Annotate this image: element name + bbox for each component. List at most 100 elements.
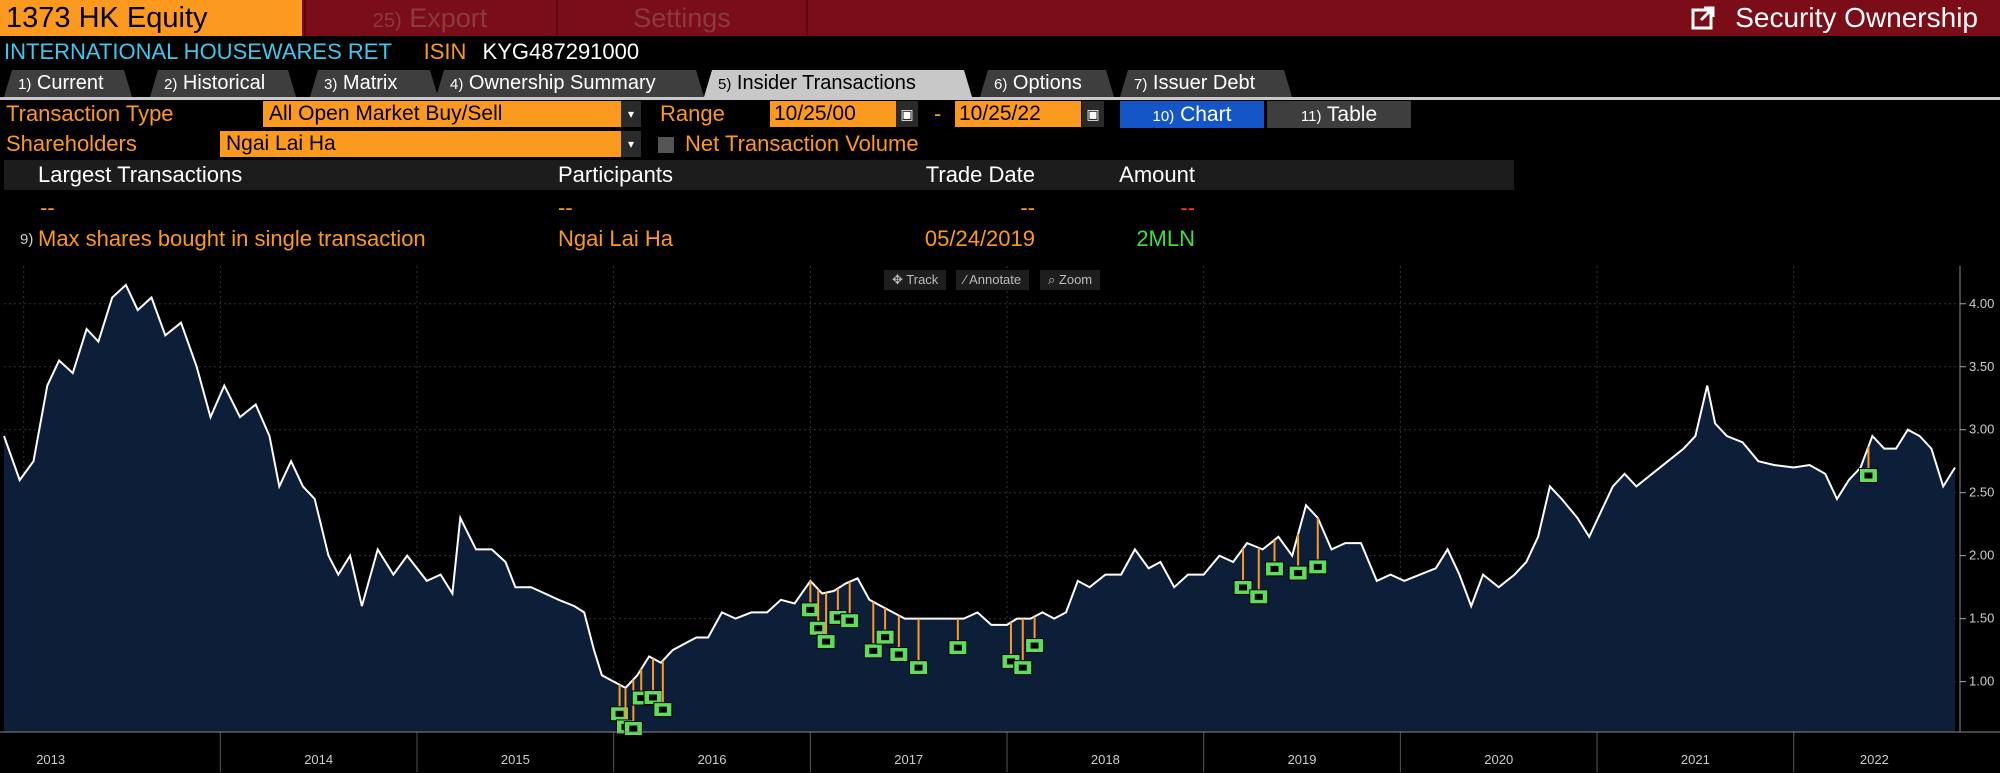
- buy-marker-glyph: [806, 606, 815, 613]
- x-tick-label: 2021: [1681, 752, 1710, 767]
- tab-underline: [0, 97, 2000, 100]
- isin-value: KYG487291000: [482, 39, 640, 64]
- tab-issuer-debt[interactable]: 7) Issuer Debt: [1120, 70, 1292, 97]
- y-tick-label: 2.00: [1969, 548, 1994, 563]
- buy-marker-glyph: [953, 644, 962, 651]
- y-tick-label: 3.00: [1969, 422, 1994, 437]
- buy-marker-glyph: [629, 725, 638, 732]
- isin-label: ISIN: [423, 39, 467, 64]
- table-cell-date: 05/24/2019: [924, 226, 1035, 251]
- table-cell-participant: Ngai Lai Ha: [558, 226, 673, 251]
- export-menu-label: Export: [409, 3, 488, 33]
- shareholders-label: Shareholders: [6, 131, 137, 156]
- range-start-input[interactable]: 10/25/00: [770, 101, 896, 127]
- buy-marker-glyph: [1030, 642, 1039, 649]
- buy-marker-glyph: [1313, 563, 1322, 570]
- transaction-type-dropdown[interactable]: All Open Market Buy/Sell ▾: [263, 101, 641, 127]
- tab-current[interactable]: 1) Current: [4, 70, 132, 97]
- buy-marker-glyph: [1006, 658, 1015, 665]
- external-link-icon[interactable]: [1691, 6, 1715, 30]
- x-tick-label: 2019: [1288, 752, 1317, 767]
- table-cell-transaction: --: [40, 195, 55, 220]
- table-cell-amount: 2MLN: [1136, 226, 1195, 251]
- track-tool[interactable]: ✥ Track: [884, 270, 947, 290]
- function-title-label: Security Ownership: [1735, 2, 1978, 33]
- table-cell-amount: --: [1180, 195, 1195, 220]
- transaction-type-label: Transaction Type: [6, 101, 174, 126]
- buy-marker-glyph: [894, 651, 903, 658]
- x-tick-label: 2016: [698, 752, 727, 767]
- insider-transactions-chart[interactable]: 1.00 1.50 2.00 2.50 3.00 3.50 4.00 2013 2014 2015…: [0, 266, 2000, 773]
- dropdown-arrow-icon[interactable]: ▾: [621, 131, 641, 157]
- buy-marker-glyph: [822, 638, 831, 645]
- buy-marker-glyph: [1254, 593, 1263, 600]
- buy-marker-glyph: [833, 614, 842, 621]
- y-tick-label: 2.50: [1969, 485, 1994, 500]
- tab-insider-transactions[interactable]: 5) Insider Transactions: [704, 70, 972, 97]
- y-tick-label: 3.50: [1969, 359, 1994, 374]
- buy-marker-glyph: [658, 706, 667, 713]
- net-volume-checkbox[interactable]: [658, 137, 674, 153]
- dropdown-arrow-icon[interactable]: ▾: [621, 101, 641, 127]
- x-tick-label: 2015: [501, 752, 530, 767]
- y-tick-label: 4.00: [1969, 296, 1994, 311]
- export-menu[interactable]: 25) Export: [304, 0, 554, 36]
- buy-marker-glyph: [814, 625, 823, 632]
- buy-marker-glyph: [1294, 570, 1303, 577]
- transaction-type-value: All Open Market Buy/Sell: [269, 102, 503, 125]
- range-label: Range: [660, 101, 725, 126]
- table-cell-participant: --: [558, 195, 573, 220]
- price-area: [4, 284, 1955, 732]
- y-tick-label: 1.50: [1969, 611, 1994, 626]
- column-header-participants[interactable]: Participants: [558, 162, 673, 187]
- range-end-input[interactable]: 10/25/22: [955, 101, 1081, 127]
- security-info-row: INTERNATIONAL HOUSEWARES RET ISIN KYG487…: [4, 39, 639, 67]
- buy-marker-glyph: [1864, 472, 1873, 479]
- ticker-input[interactable]: 1373 HK Equity: [0, 0, 302, 36]
- calendar-icon[interactable]: ▣: [896, 101, 918, 127]
- buy-marker-glyph: [1270, 565, 1279, 572]
- column-header-trade-date[interactable]: Trade Date: [925, 162, 1035, 187]
- shareholders-dropdown[interactable]: Ngai Lai Ha ▾: [220, 131, 641, 157]
- x-tick-label: 2017: [894, 752, 923, 767]
- table-view-button[interactable]: 11) Table: [1267, 101, 1411, 128]
- buy-marker-glyph: [869, 647, 878, 654]
- chart-view-button[interactable]: 10) Chart: [1120, 101, 1264, 128]
- buy-marker-glyph: [615, 710, 624, 717]
- x-tick-label: 2014: [304, 752, 333, 767]
- function-title[interactable]: Security Ownership: [1691, 0, 1978, 36]
- settings-menu[interactable]: Settings: [556, 0, 808, 36]
- tab-options[interactable]: 6) Options: [980, 70, 1114, 97]
- buy-marker-glyph: [1239, 584, 1248, 591]
- tab-ownership-summary[interactable]: 4) Ownership Summary: [436, 70, 704, 97]
- tab-historical[interactable]: 2) Historical: [150, 70, 296, 97]
- table-cell-date: --: [1020, 195, 1035, 220]
- tab-matrix[interactable]: 3) Matrix: [310, 70, 438, 97]
- tab-bar: 1) Current 2) Historical 3) Matrix 4) Ow…: [4, 70, 1294, 97]
- range-separator: -: [934, 101, 942, 126]
- security-name: INTERNATIONAL HOUSEWARES RET: [4, 39, 392, 64]
- buy-marker-glyph: [637, 695, 646, 702]
- annotate-tool[interactable]: ⁄ Annotate: [956, 270, 1030, 290]
- shareholders-value: Ngai Lai Ha: [226, 132, 336, 155]
- buy-marker-glyph: [1018, 664, 1027, 671]
- x-tick-label: 2018: [1091, 752, 1120, 767]
- export-menu-number: 25): [372, 10, 402, 32]
- calendar-icon[interactable]: ▣: [1082, 101, 1104, 127]
- buy-marker-glyph: [649, 694, 658, 701]
- price-chart-svg[interactable]: 1.00 1.50 2.00 2.50 3.00 3.50 4.00 2013 2014 2015…: [0, 266, 2000, 773]
- table-cell-transaction[interactable]: Max shares bought in single transaction: [38, 226, 426, 251]
- buy-marker-glyph: [845, 617, 854, 624]
- column-header-amount[interactable]: Amount: [1119, 162, 1195, 187]
- zoom-tool[interactable]: ⌕ Zoom: [1040, 270, 1101, 290]
- table-header: [4, 160, 1514, 190]
- net-volume-label: Net Transaction Volume: [685, 131, 919, 156]
- x-tick-label: 2013: [36, 752, 65, 767]
- row-number[interactable]: 9): [20, 231, 34, 248]
- buy-marker-glyph: [881, 634, 890, 641]
- y-tick-label: 1.00: [1969, 674, 1994, 689]
- buy-marker-glyph: [914, 664, 923, 671]
- x-tick-label: 2020: [1484, 752, 1513, 767]
- column-header-largest-transactions[interactable]: Largest Transactions: [38, 162, 243, 187]
- x-tick-label: 2022: [1860, 752, 1889, 767]
